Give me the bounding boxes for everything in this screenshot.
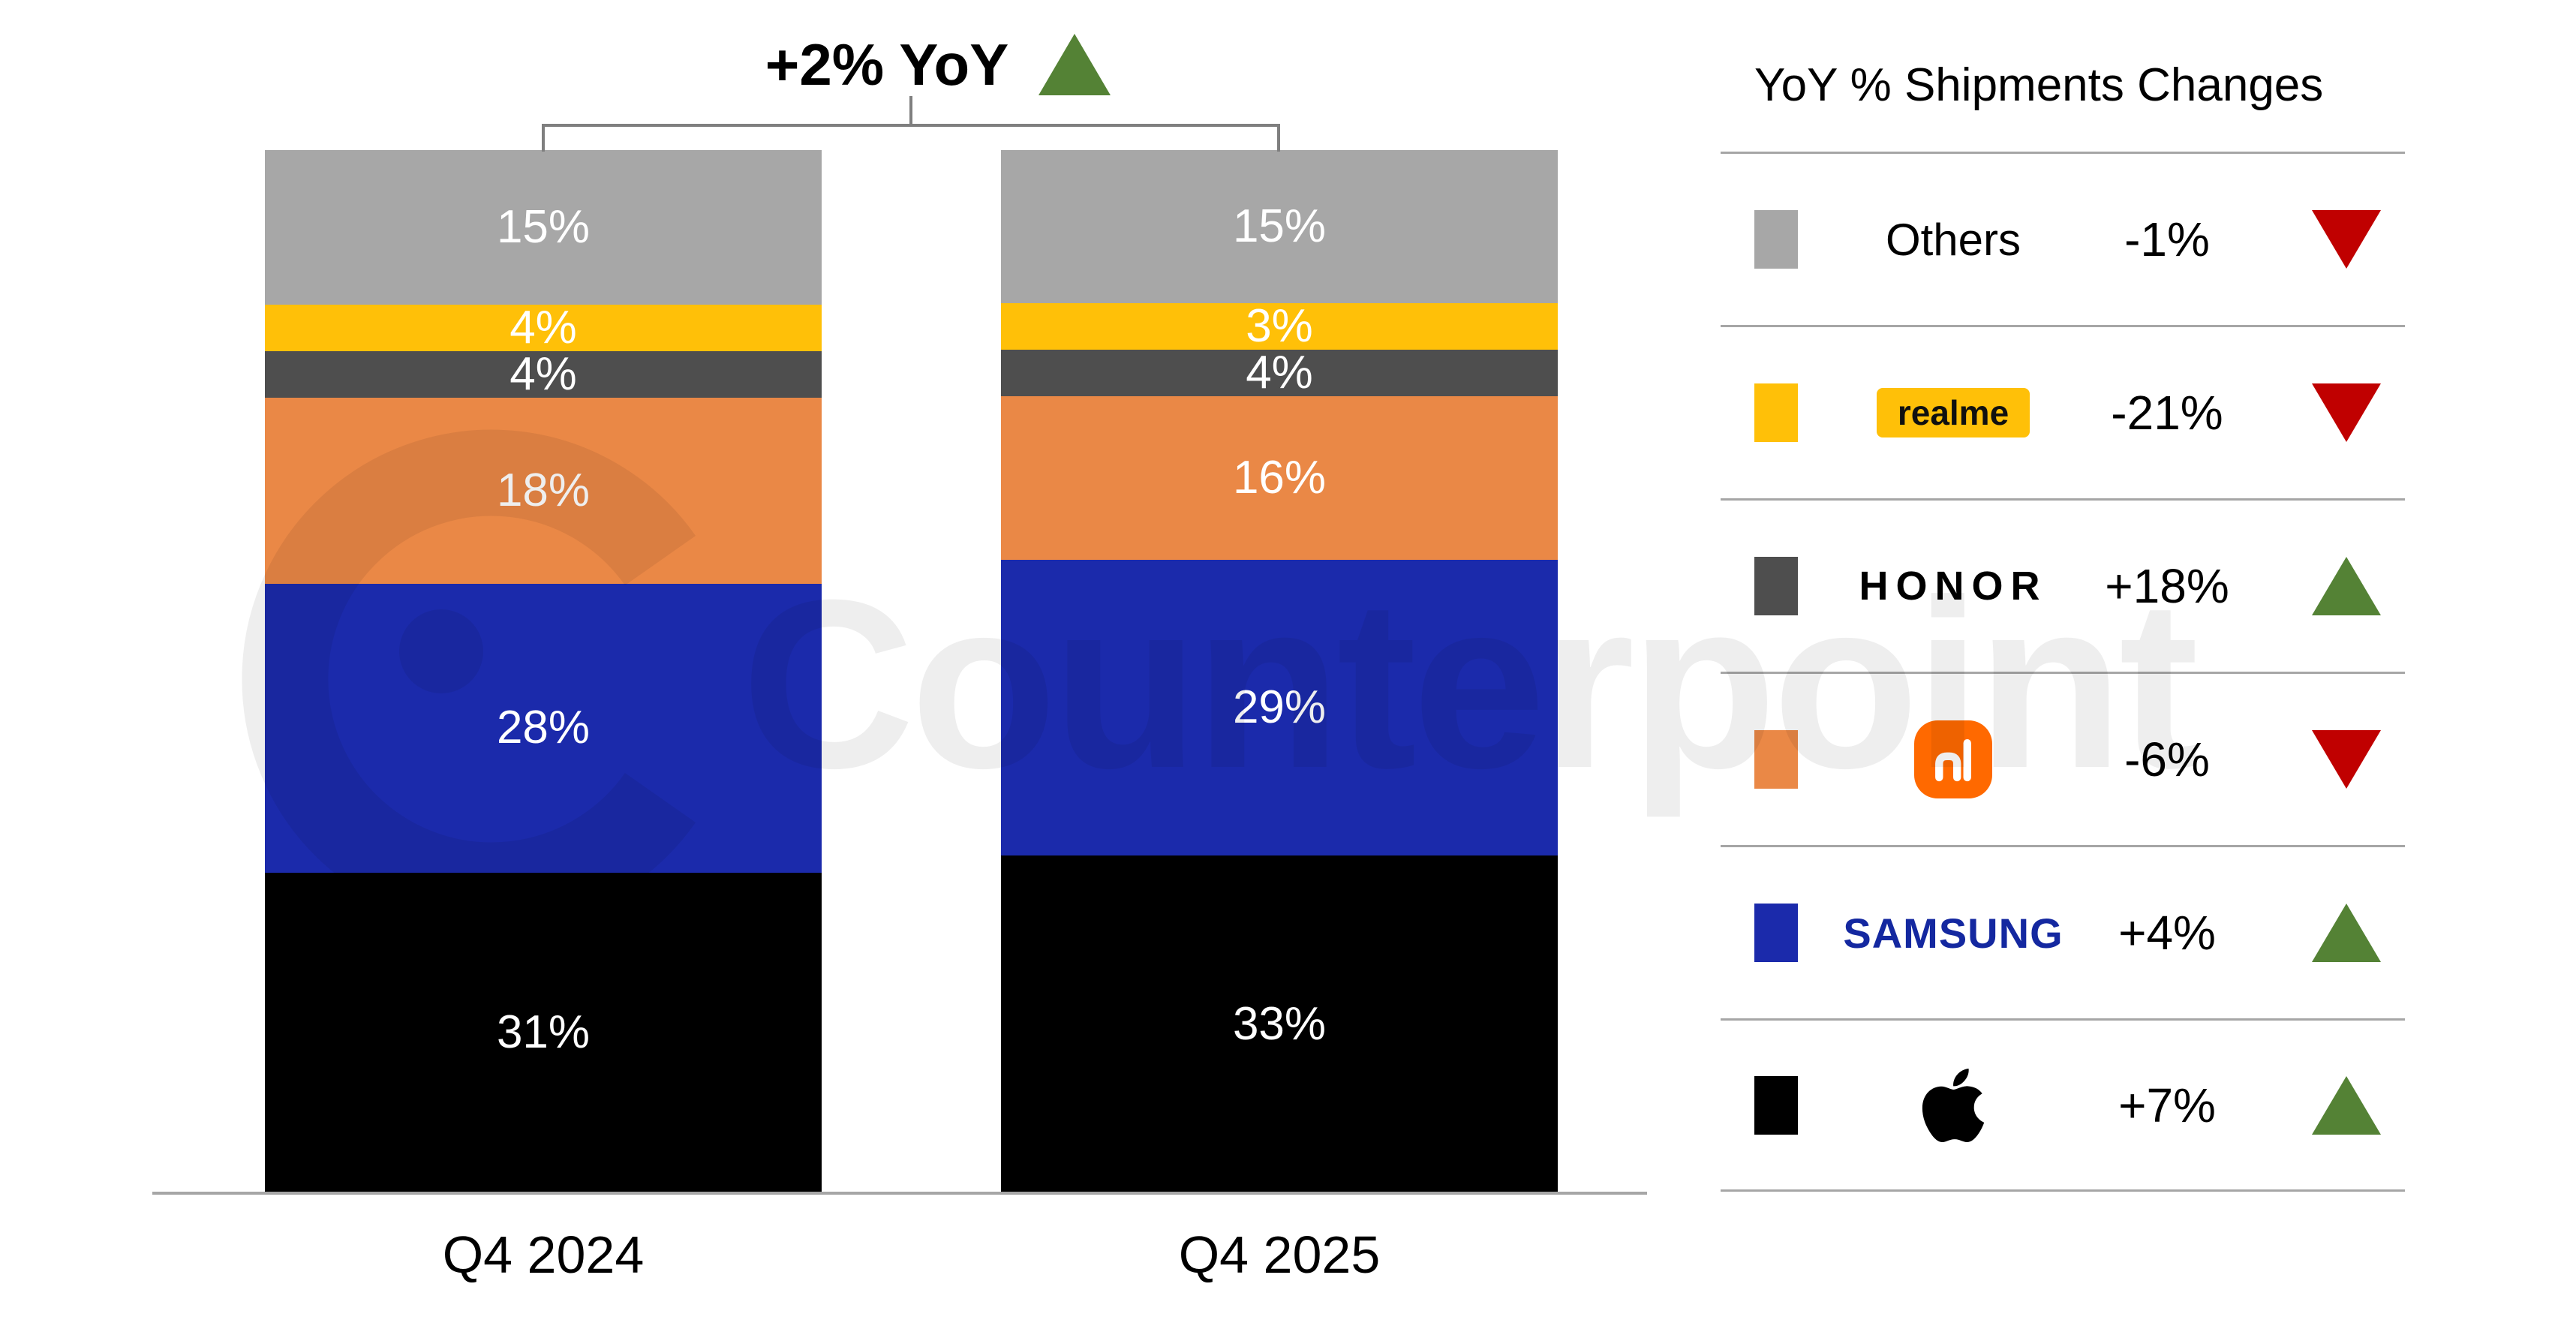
legend-change-value: -21% (2111, 386, 2223, 440)
bar-segment-honor: 4% (1001, 347, 1558, 399)
bar-segment-xiaomi: 18% (265, 398, 822, 584)
segment-share-label: 33% (1232, 997, 1327, 1050)
legend-swatch (1754, 210, 1798, 269)
trend-up-icon (2311, 557, 2381, 615)
samsung-logo: SAMSUNG (1843, 909, 2064, 957)
bracket-left-tick (542, 124, 545, 152)
legend-swatch (1754, 1075, 1798, 1135)
trend-up-icon (1039, 34, 1111, 95)
legend-change-value: -1% (2124, 212, 2210, 266)
legend-change-value: +4% (2118, 906, 2216, 960)
legend-panel: YoY % Shipments Changes Others -1% realm… (1721, 0, 2405, 1201)
bar-q4-2025: 15% 3% 4% 16% 29% 33% (1001, 150, 1558, 1192)
legend-row-mi: -6% (1721, 672, 2405, 845)
legend-trend-icon (2287, 904, 2405, 962)
segment-share-label: 18% (496, 465, 591, 516)
trend-down-icon (2311, 730, 2381, 789)
legend-swatch (1754, 730, 1798, 789)
bar-segment-honor: 4% (265, 351, 822, 398)
bar-segment-realme: 4% (265, 302, 822, 354)
segment-share-label: 4% (509, 302, 577, 354)
x-axis-line (152, 1192, 1647, 1195)
legend-brand: realme (1859, 388, 2047, 437)
segment-share-label: 15% (1232, 200, 1327, 253)
legend-change-value: +18% (2105, 559, 2229, 613)
segment-share-label: 3% (1246, 300, 1313, 353)
bracket-right-tick (1277, 124, 1280, 152)
bar-segment-others: 15% (1001, 150, 1558, 304)
segment-share-label: 4% (509, 348, 577, 401)
legend-change-value: +7% (2118, 1078, 2216, 1132)
legend-title: YoY % Shipments Changes (1754, 59, 2324, 111)
legend-row-others: Others -1% (1721, 152, 2405, 325)
legend-row-samsung: SAMSUNG +4% (1721, 845, 2405, 1018)
segment-share-label: 4% (1246, 347, 1313, 399)
legend-rows: Others -1% realme -21% HONOR +18% -6% SA… (1721, 152, 2405, 1192)
trend-down-icon (2311, 210, 2381, 269)
realme-logo: realme (1876, 388, 2030, 437)
trend-down-icon (2311, 383, 2381, 442)
legend-brand (1859, 1063, 2047, 1147)
legend-swatch (1754, 904, 1798, 962)
bar-segment-xiaomi: 16% (1001, 396, 1558, 560)
segment-share-label: 16% (1232, 451, 1327, 504)
bar-segment-others: 15% (265, 150, 822, 305)
legend-brand: HONOR (1859, 563, 2047, 609)
xiaomi-logo (1914, 720, 1992, 798)
bar-segment-samsung: 29% (1001, 559, 1558, 856)
legend-change-value: -6% (2124, 732, 2210, 786)
legend-trend-icon (2287, 730, 2405, 789)
legend-brand: Others (1859, 214, 2047, 266)
chart-title: +2% YoY (698, 30, 1178, 99)
legend-trend-icon (2287, 557, 2405, 615)
bar-segment-apple: 31% (265, 872, 822, 1192)
segment-share-label: 31% (496, 1006, 591, 1058)
segment-share-label: 28% (496, 702, 591, 754)
bar-segment-samsung: 28% (265, 583, 822, 873)
legend-trend-icon (2287, 1075, 2405, 1135)
legend-trend-icon (2287, 383, 2405, 442)
bar-segment-apple: 33% (1001, 855, 1558, 1192)
legend-swatch (1754, 383, 1798, 442)
legend-row-apple: +7% (1721, 1018, 2405, 1192)
legend-trend-icon (2287, 210, 2405, 269)
legend-row-honor: HONOR +18% (1721, 498, 2405, 672)
bar-q4-2024: 15% 4% 4% 18% 28% 31% (265, 150, 822, 1192)
legend-row-realme: realme -21% (1721, 325, 2405, 498)
trend-up-icon (2311, 1075, 2381, 1135)
x-axis-label-q4-2025: Q4 2025 (1178, 1225, 1381, 1284)
chart-title-text: +2% YoY (765, 31, 1009, 98)
bracket-center-tick (909, 96, 912, 126)
legend-swatch (1754, 557, 1798, 615)
brand-label: Others (1885, 214, 2021, 265)
legend-brand (1859, 720, 2047, 798)
bar-segment-realme: 3% (1001, 303, 1558, 350)
x-axis-label-q4-2024: Q4 2024 (442, 1225, 645, 1284)
trend-up-icon (2311, 904, 2381, 962)
apple-logo (1922, 1068, 1985, 1142)
segment-share-label: 29% (1232, 681, 1327, 733)
legend-brand: SAMSUNG (1843, 909, 2062, 958)
segment-share-label: 15% (496, 201, 591, 254)
honor-logo: HONOR (1859, 564, 2048, 609)
